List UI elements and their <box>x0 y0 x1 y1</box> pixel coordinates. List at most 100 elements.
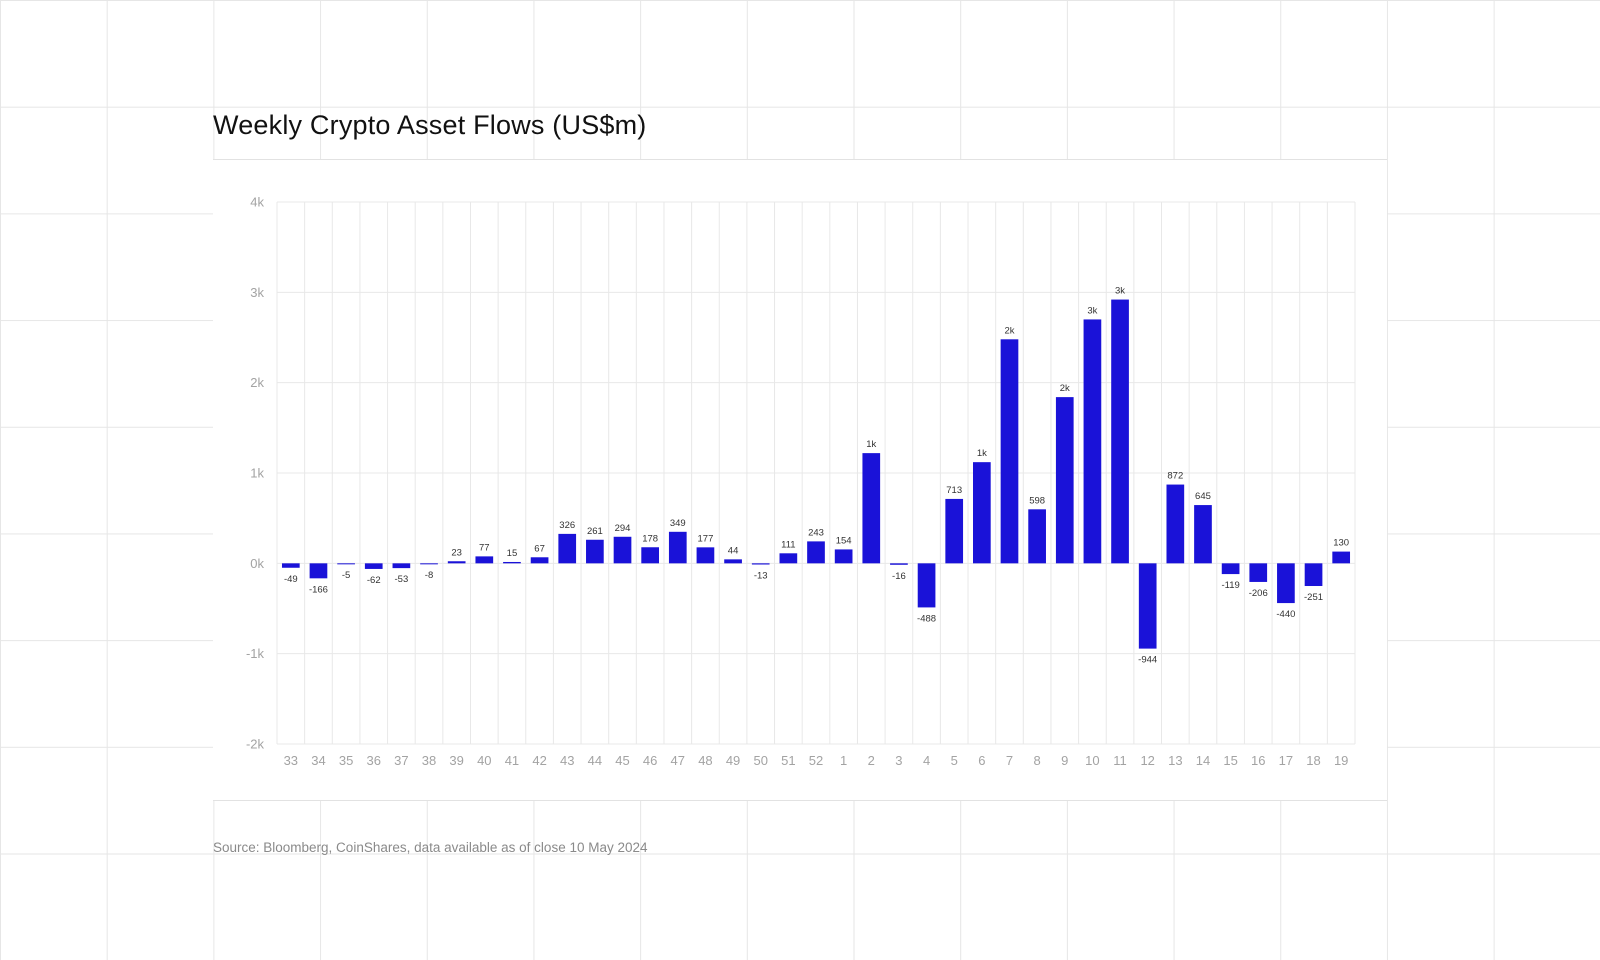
x-tick-label: 43 <box>560 753 574 768</box>
x-tick-label: 6 <box>978 753 985 768</box>
y-tick-label: 4k <box>250 195 264 210</box>
x-tick-label: 37 <box>394 753 408 768</box>
x-tick-label: 42 <box>532 753 546 768</box>
data-label: 243 <box>808 527 824 538</box>
bar <box>613 536 632 564</box>
x-tick-label: 3 <box>895 753 902 768</box>
x-tick-label: 15 <box>1223 753 1237 768</box>
y-tick-label: -1k <box>246 646 265 661</box>
bar <box>1000 339 1019 564</box>
bar <box>309 563 328 579</box>
x-tick-label: 2 <box>868 753 875 768</box>
data-label: -440 <box>1276 609 1295 620</box>
bar <box>807 541 825 564</box>
x-tick-label: 46 <box>643 753 657 768</box>
data-label: -5 <box>342 570 350 581</box>
data-label: 294 <box>615 523 631 534</box>
x-tick-label: 40 <box>477 753 491 768</box>
data-label: 15 <box>507 548 518 559</box>
y-tick-label: 0k <box>250 556 264 571</box>
data-label: -16 <box>892 571 906 582</box>
data-label: 177 <box>698 533 714 544</box>
bar <box>530 557 549 564</box>
bar <box>973 462 991 564</box>
bar <box>364 563 383 569</box>
x-tick-label: 4 <box>923 753 930 768</box>
bar <box>447 561 466 564</box>
data-label: 111 <box>781 539 795 550</box>
data-label: -119 <box>1221 580 1239 591</box>
bar <box>1028 509 1046 564</box>
x-tick-label: 13 <box>1168 753 1182 768</box>
data-label: -49 <box>284 574 298 585</box>
bar <box>779 553 798 564</box>
bar <box>945 498 964 564</box>
bar <box>281 563 300 568</box>
x-tick-label: 8 <box>1034 753 1041 768</box>
bar <box>862 453 881 564</box>
data-label: 872 <box>1167 471 1183 482</box>
x-tick-label: 33 <box>284 753 298 768</box>
data-label: 44 <box>728 545 739 556</box>
bar <box>503 561 521 564</box>
data-label: 23 <box>451 547 462 558</box>
bar <box>917 563 936 608</box>
x-tick-label: 7 <box>1006 753 1013 768</box>
bar <box>1166 484 1185 564</box>
data-label: -166 <box>309 584 328 595</box>
bar <box>1194 505 1212 564</box>
bar <box>641 547 659 564</box>
x-tick-label: 51 <box>781 753 795 768</box>
data-label: 130 <box>1333 538 1349 549</box>
bar <box>1138 563 1157 649</box>
x-tick-label: 52 <box>809 753 823 768</box>
chart-panel: -49 -166 -5 -62 -53 -8 23 77 15 67 326 261 294 178 349… <box>213 159 1387 801</box>
y-tick-label: 2k <box>250 375 264 390</box>
x-tick-label: 10 <box>1085 753 1099 768</box>
bar <box>834 549 853 564</box>
data-label: -53 <box>395 574 409 585</box>
x-tick-label: 36 <box>367 753 381 768</box>
x-tick-label: 41 <box>505 753 519 768</box>
x-tick-label: 16 <box>1251 753 1265 768</box>
bars-layer <box>281 299 1351 649</box>
data-label: 154 <box>836 535 852 546</box>
y-tick-label: -2k <box>246 737 265 752</box>
bar <box>724 559 742 564</box>
bar <box>475 556 494 564</box>
y-axis: 4k 3k 2k 1k 0k -1k -2k <box>246 195 265 752</box>
x-tick-label: 35 <box>339 753 353 768</box>
x-tick-label: 18 <box>1306 753 1320 768</box>
bar <box>586 539 604 564</box>
x-tick-label: 50 <box>753 753 767 768</box>
x-tick-label: 14 <box>1196 753 1210 768</box>
data-label: 2k <box>1004 325 1014 336</box>
x-tick-label: 49 <box>726 753 740 768</box>
data-label: 3k <box>1087 305 1097 316</box>
data-label: 1k <box>977 448 987 459</box>
chart-title: Weekly Crypto Asset Flows (US$m) <box>213 110 647 140</box>
y-tick-label: 1k <box>250 466 264 481</box>
x-tick-label: 48 <box>698 753 712 768</box>
data-label: -251 <box>1304 592 1323 603</box>
bar <box>1332 551 1351 564</box>
data-label: 178 <box>642 533 658 544</box>
data-labels-layer: -49 -166 -5 -62 -53 -8 23 77 15 67 326 261 294 178 349… <box>284 286 1349 666</box>
bar <box>1111 299 1129 564</box>
data-label: 326 <box>559 520 575 531</box>
grid-layer <box>276 201 1356 745</box>
data-label: 645 <box>1195 491 1211 502</box>
data-label: -13 <box>754 571 768 582</box>
bar <box>1277 563 1295 604</box>
x-tick-label: 34 <box>311 753 325 768</box>
x-tick-label: 9 <box>1061 753 1068 768</box>
bar <box>751 563 770 565</box>
y-tick-label: 3k <box>250 285 264 300</box>
data-label: 1k <box>866 439 876 450</box>
data-label: 67 <box>534 543 545 554</box>
x-tick-label: 45 <box>615 753 629 768</box>
bar <box>558 533 577 564</box>
x-tick-label: 11 <box>1113 753 1127 768</box>
data-label: 598 <box>1029 495 1045 506</box>
x-tick-label: 5 <box>951 753 958 768</box>
